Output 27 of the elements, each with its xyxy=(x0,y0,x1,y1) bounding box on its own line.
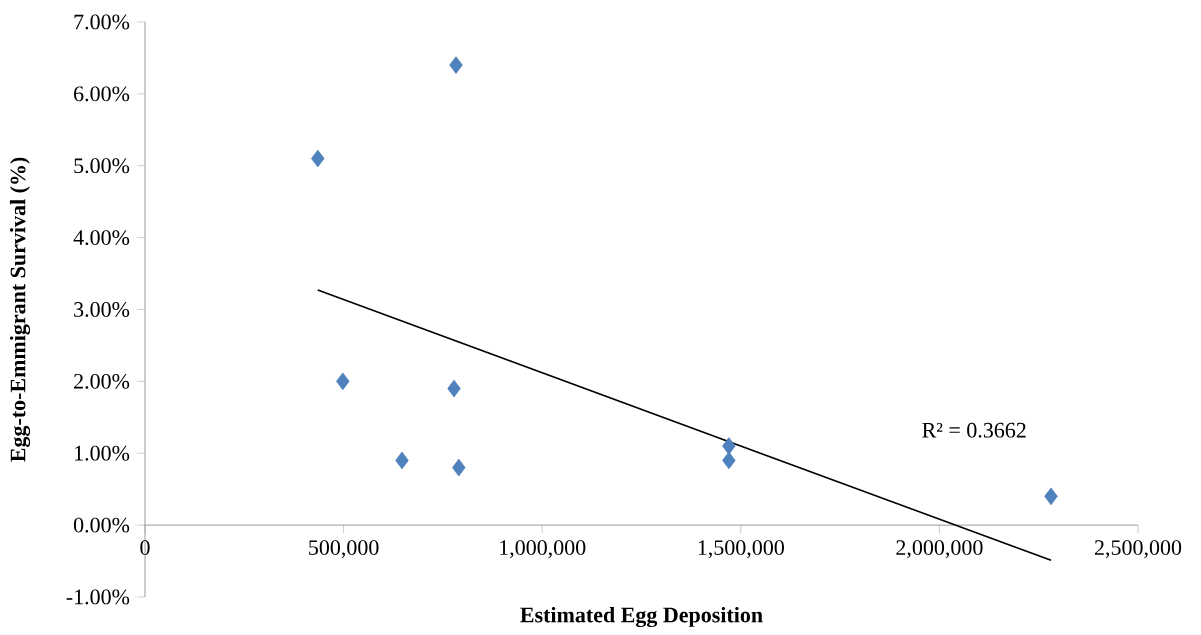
point xyxy=(722,437,736,455)
y-tick-label: -1.00% xyxy=(66,589,130,605)
point xyxy=(311,149,325,168)
x-tick-label: 500,000 xyxy=(309,540,379,559)
y-tick-label: 3.00% xyxy=(74,302,130,317)
point xyxy=(1044,487,1058,506)
y-axis-title: Egg-to-Emmigrant Survival (%) xyxy=(9,157,31,462)
point xyxy=(722,451,736,470)
point xyxy=(336,372,350,391)
x-tick-label: 2,000,000 xyxy=(896,540,983,559)
y-tick-label: 2.00% xyxy=(74,373,130,389)
x-tick-label: 1,500,000 xyxy=(698,540,784,559)
x-axis-title: Estimated Egg Deposition xyxy=(520,606,763,628)
x-tick-label: 1,000,000 xyxy=(500,540,586,559)
point xyxy=(395,451,409,470)
y-tick-label: 4.00% xyxy=(73,230,130,246)
x-tick-label: 2,500,000 xyxy=(1094,540,1182,559)
annotation: R² = 0.3662 xyxy=(922,422,1026,438)
point xyxy=(447,379,461,398)
y-tick-label: 5.00% xyxy=(74,158,130,174)
y-tick-label: 0.00% xyxy=(73,517,130,533)
point xyxy=(449,56,463,74)
y-tick-label: 7.00% xyxy=(74,14,130,30)
x-tick-label: 0 xyxy=(140,540,150,556)
y-tick-label: 1.00% xyxy=(75,445,130,461)
y-tick-label: 6.00% xyxy=(74,86,130,102)
point xyxy=(452,458,466,477)
